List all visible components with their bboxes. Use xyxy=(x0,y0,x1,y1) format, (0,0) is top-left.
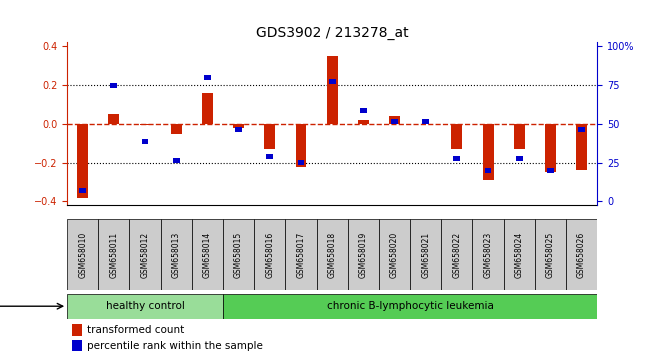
Text: GSM658018: GSM658018 xyxy=(327,232,337,278)
Bar xyxy=(295,124,307,166)
Bar xyxy=(422,119,429,125)
FancyBboxPatch shape xyxy=(410,219,442,290)
Text: GSM658017: GSM658017 xyxy=(297,232,305,278)
Text: GSM658013: GSM658013 xyxy=(172,232,180,278)
Text: GSM658011: GSM658011 xyxy=(109,232,118,278)
FancyBboxPatch shape xyxy=(566,219,597,290)
Bar xyxy=(202,93,213,124)
Bar xyxy=(109,114,119,124)
Bar xyxy=(233,124,244,128)
Bar xyxy=(140,124,150,125)
Bar xyxy=(360,108,367,113)
Bar xyxy=(327,56,338,124)
Bar xyxy=(142,139,148,144)
FancyBboxPatch shape xyxy=(504,219,535,290)
Text: GSM658020: GSM658020 xyxy=(390,232,399,278)
Bar xyxy=(578,127,585,132)
Bar xyxy=(79,188,86,193)
Bar xyxy=(297,160,305,165)
Bar xyxy=(514,124,525,149)
FancyBboxPatch shape xyxy=(254,219,285,290)
Bar xyxy=(482,124,493,180)
Bar xyxy=(545,124,556,172)
FancyBboxPatch shape xyxy=(472,219,504,290)
Text: GSM658024: GSM658024 xyxy=(515,232,524,278)
Bar xyxy=(329,79,336,84)
Bar xyxy=(173,158,180,163)
FancyBboxPatch shape xyxy=(442,219,472,290)
Bar xyxy=(391,119,398,125)
Text: GSM658010: GSM658010 xyxy=(79,232,87,278)
Text: transformed count: transformed count xyxy=(87,325,185,335)
Bar xyxy=(576,124,587,170)
FancyBboxPatch shape xyxy=(285,219,317,290)
Bar xyxy=(111,82,117,88)
Text: GSM658016: GSM658016 xyxy=(265,232,274,278)
Bar xyxy=(516,156,523,161)
Text: percentile rank within the sample: percentile rank within the sample xyxy=(87,341,263,351)
Text: chronic B-lymphocytic leukemia: chronic B-lymphocytic leukemia xyxy=(327,301,494,311)
Text: GSM658023: GSM658023 xyxy=(484,232,493,278)
Text: healthy control: healthy control xyxy=(105,301,185,311)
FancyBboxPatch shape xyxy=(223,219,254,290)
Text: GSM658019: GSM658019 xyxy=(359,232,368,278)
FancyBboxPatch shape xyxy=(317,219,348,290)
Bar xyxy=(72,340,82,352)
Text: GSM658021: GSM658021 xyxy=(421,232,430,278)
FancyBboxPatch shape xyxy=(192,219,223,290)
FancyBboxPatch shape xyxy=(98,219,130,290)
Text: GSM658022: GSM658022 xyxy=(452,232,462,278)
Bar xyxy=(358,120,369,124)
Title: GDS3902 / 213278_at: GDS3902 / 213278_at xyxy=(256,26,409,40)
Bar xyxy=(77,124,88,198)
FancyBboxPatch shape xyxy=(379,219,410,290)
FancyBboxPatch shape xyxy=(223,294,597,319)
Text: GSM658025: GSM658025 xyxy=(546,232,555,278)
FancyBboxPatch shape xyxy=(130,219,160,290)
Bar xyxy=(264,124,275,149)
Bar xyxy=(547,168,554,173)
Bar xyxy=(171,124,182,133)
Bar xyxy=(204,75,211,80)
FancyBboxPatch shape xyxy=(535,219,566,290)
Bar xyxy=(452,124,462,149)
Bar xyxy=(454,156,460,161)
FancyBboxPatch shape xyxy=(67,219,98,290)
Bar xyxy=(235,127,242,132)
Bar xyxy=(484,168,491,173)
Text: GSM658026: GSM658026 xyxy=(577,232,586,278)
Text: GSM658015: GSM658015 xyxy=(234,232,243,278)
Text: GSM658012: GSM658012 xyxy=(140,232,150,278)
Bar xyxy=(266,154,273,159)
Bar xyxy=(72,324,82,336)
FancyBboxPatch shape xyxy=(160,219,192,290)
Bar xyxy=(389,116,400,124)
Text: GSM658014: GSM658014 xyxy=(203,232,212,278)
FancyBboxPatch shape xyxy=(348,219,379,290)
FancyBboxPatch shape xyxy=(67,294,223,319)
